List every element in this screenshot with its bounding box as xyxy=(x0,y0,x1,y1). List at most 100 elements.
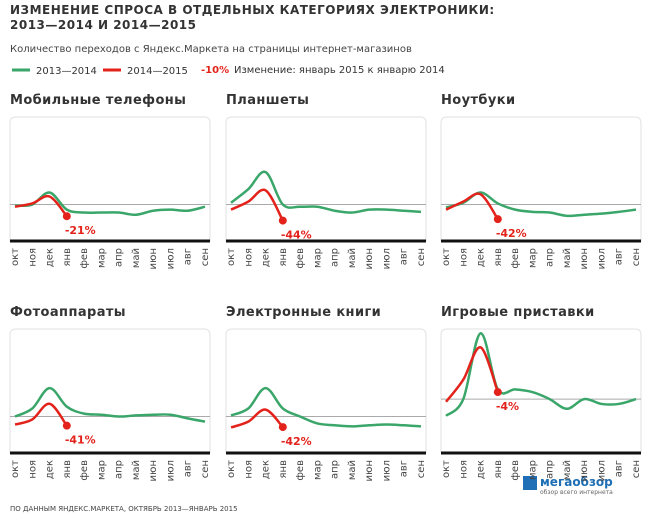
x-tick-label: апр xyxy=(330,460,341,479)
x-tick-label: май xyxy=(347,248,358,268)
x-tick-label: мар xyxy=(312,460,323,480)
x-tick-label: сен xyxy=(631,460,642,478)
frame xyxy=(225,328,427,453)
x-tick-label: дек xyxy=(261,248,272,267)
x-tick-label: мар xyxy=(527,460,538,480)
series-line xyxy=(445,332,637,417)
x-tick-label: дек xyxy=(45,460,56,479)
x-tick-label: апр xyxy=(545,248,556,267)
x-tick-label: июн xyxy=(579,460,590,481)
frame xyxy=(9,116,211,241)
x-tick-label: окт xyxy=(226,460,237,478)
x-tick-label: май xyxy=(347,460,358,480)
series-line xyxy=(14,386,206,423)
panel-title: Планшеты xyxy=(226,93,309,108)
x-tick-label: сен xyxy=(200,460,211,478)
x-tick-label: июн xyxy=(579,248,590,269)
x-tick-label: июл xyxy=(165,460,176,481)
panel-title: Ноутбуки xyxy=(441,93,516,108)
x-tick-label: июн xyxy=(364,460,375,481)
logo: мегаобзор xyxy=(540,475,613,489)
frame xyxy=(9,328,211,453)
x-tick-label: сен xyxy=(416,248,427,266)
series-line xyxy=(14,402,68,427)
x-tick-label: окт xyxy=(10,248,21,266)
x-tick-label: дек xyxy=(45,248,56,267)
x-tick-label: ноя xyxy=(27,460,38,479)
x-tick-label: янв xyxy=(62,460,73,479)
x-tick-label: мар xyxy=(312,248,323,268)
panel-title: Электронные книги xyxy=(226,305,381,320)
x-tick-label: июн xyxy=(148,248,159,269)
x-tick-label: апр xyxy=(545,460,556,479)
x-tick-label: июн xyxy=(364,248,375,269)
x-tick-label: авг xyxy=(614,460,625,477)
x-tick-label: июн xyxy=(148,460,159,481)
x-tick-label: дек xyxy=(476,460,487,479)
series-line xyxy=(230,170,422,214)
x-tick-label: июл xyxy=(596,460,607,481)
series-line xyxy=(445,192,499,220)
x-tick-label: ноя xyxy=(243,460,254,479)
panel-title: Фотоаппараты xyxy=(10,305,126,320)
end-point xyxy=(62,421,71,430)
x-tick-label: июл xyxy=(381,460,392,481)
series-line xyxy=(230,408,284,429)
end-point xyxy=(278,216,287,225)
x-tick-label: окт xyxy=(441,460,452,478)
legend-label: 2013—2014 xyxy=(36,66,97,77)
x-tick-label: дек xyxy=(261,460,272,479)
legend-note-sample: -10% xyxy=(201,65,229,76)
x-tick-label: май xyxy=(131,460,142,480)
x-tick-label: мар xyxy=(527,248,538,268)
x-tick-label: фев xyxy=(510,460,521,481)
x-tick-label: ноя xyxy=(458,460,469,479)
end-point xyxy=(493,388,502,397)
x-tick-label: ноя xyxy=(458,248,469,267)
end-point xyxy=(493,215,502,224)
legend-note: Изменение: январь 2015 к январю 2014 xyxy=(234,65,445,76)
annotation: -42% xyxy=(281,435,312,448)
subtitle: Количество переходов с Яндекс.Маркета на… xyxy=(10,44,412,55)
x-tick-label: май xyxy=(131,248,142,268)
source: ПО ДАННЫМ ЯНДЕКС.МАРКЕТА, ОКТЯБРЬ 2013—Я… xyxy=(10,505,238,513)
x-tick-label: сен xyxy=(200,248,211,266)
annotation: -21% xyxy=(65,224,96,237)
x-tick-label: мар xyxy=(96,460,107,480)
title: ИЗМЕНЕНИЕ СПРОСА В ОТДЕЛЬНЫХ КАТЕГОРИЯХ … xyxy=(10,3,495,17)
x-tick-label: июл xyxy=(165,248,176,269)
x-tick-label: апр xyxy=(114,460,125,479)
x-tick-label: сен xyxy=(631,248,642,266)
end-point xyxy=(62,212,71,221)
x-tick-label: янв xyxy=(278,248,289,267)
x-tick-label: июл xyxy=(596,248,607,269)
x-tick-label: янв xyxy=(62,248,73,267)
x-tick-label: мар xyxy=(96,248,107,268)
x-tick-label: сен xyxy=(416,460,427,478)
x-tick-label: авг xyxy=(183,460,194,477)
series-line xyxy=(230,386,422,428)
logo-tagline: обзор всего интернета xyxy=(540,489,613,496)
x-tick-label: апр xyxy=(330,248,341,267)
x-tick-label: апр xyxy=(114,248,125,267)
x-tick-label: фев xyxy=(79,460,90,481)
x-tick-label: окт xyxy=(226,248,237,266)
x-tick-label: май xyxy=(562,460,573,480)
frame xyxy=(440,328,642,453)
x-tick-label: авг xyxy=(399,460,410,477)
x-tick-label: дек xyxy=(476,248,487,267)
frame xyxy=(225,116,427,241)
x-tick-label: авг xyxy=(183,248,194,265)
x-tick-label: окт xyxy=(441,248,452,266)
annotation: -44% xyxy=(281,229,312,242)
x-tick-label: май xyxy=(562,248,573,268)
series-line xyxy=(14,191,206,216)
x-tick-label: фев xyxy=(295,460,306,481)
series-line xyxy=(230,188,284,222)
annotation: -4% xyxy=(496,400,519,413)
x-tick-label: фев xyxy=(79,248,90,269)
x-tick-label: июл xyxy=(381,248,392,269)
annotation: -42% xyxy=(496,227,527,240)
end-point xyxy=(278,423,287,432)
